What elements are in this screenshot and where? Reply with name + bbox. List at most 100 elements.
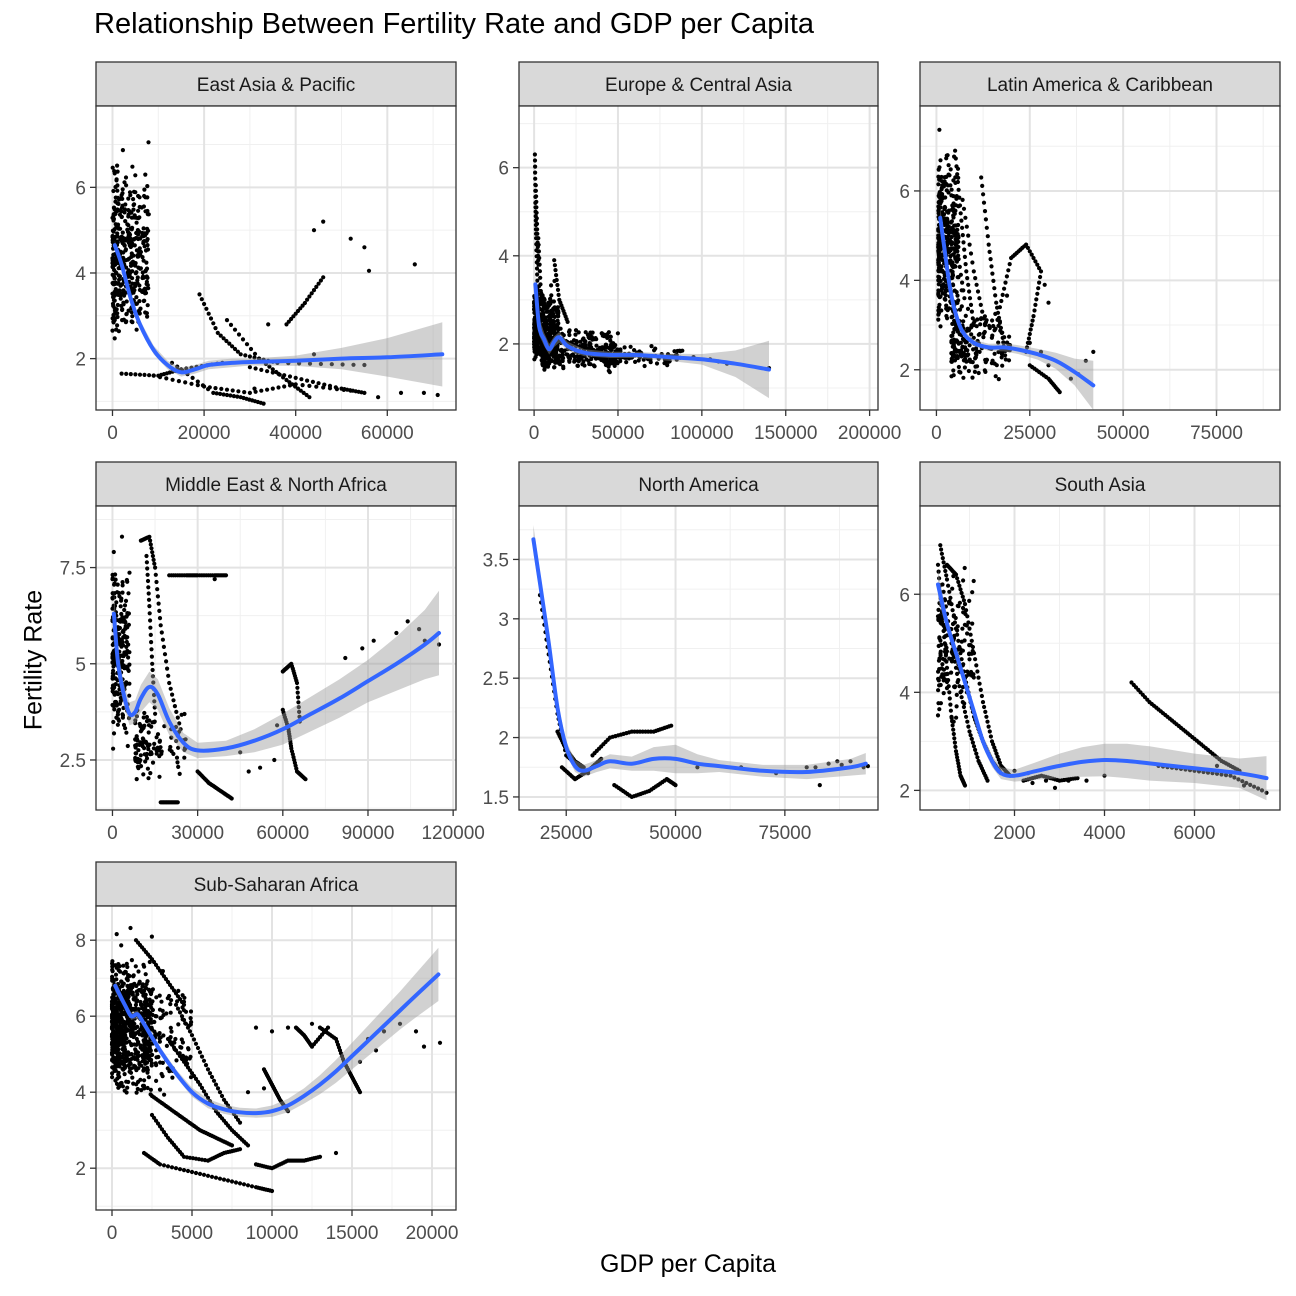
data-point: [975, 755, 980, 760]
data-point: [127, 650, 132, 655]
facet-strip: [518, 61, 879, 107]
data-point: [965, 631, 970, 636]
data-point: [117, 1064, 122, 1069]
data-point: [960, 685, 966, 690]
data-point: [1232, 775, 1237, 780]
data-point: [936, 233, 941, 238]
data-point: [144, 756, 150, 761]
data-point: [1005, 340, 1010, 345]
data-point: [199, 1085, 205, 1090]
data-point: [548, 318, 553, 323]
y-tick-label: 4: [899, 683, 910, 704]
data-point: [215, 1086, 221, 1091]
data-point: [955, 576, 960, 581]
data-point: [435, 392, 440, 398]
data-point: [971, 744, 977, 749]
data-point: [133, 1002, 138, 1008]
data-point: [985, 719, 990, 724]
data-point: [110, 976, 115, 982]
data-point: [140, 982, 145, 987]
data-point: [169, 1029, 174, 1034]
data-point: [123, 969, 128, 974]
data-point: [541, 324, 547, 329]
data-point: [238, 352, 243, 357]
data-point: [309, 291, 314, 296]
data-point: [532, 357, 537, 362]
data-point: [554, 277, 559, 283]
data-point: [303, 777, 308, 782]
data-point: [994, 300, 999, 305]
data-point: [961, 206, 967, 211]
data-point: [957, 369, 962, 374]
data-point: [161, 644, 166, 650]
data-point: [977, 681, 982, 686]
data-point: [955, 339, 960, 344]
data-point: [126, 655, 131, 660]
data-point: [977, 296, 982, 301]
data-point: [112, 207, 117, 212]
data-point: [318, 278, 323, 283]
panel-border: [919, 105, 1281, 411]
data-point: [129, 310, 134, 315]
data-point: [115, 712, 120, 717]
data-point: [162, 652, 168, 657]
data-point: [142, 1078, 147, 1083]
data-point: [132, 202, 137, 207]
data-point: [157, 1039, 162, 1044]
data-point: [1036, 286, 1041, 291]
data-point: [120, 713, 126, 718]
x-tick-label: 150000: [754, 423, 817, 444]
data-point: [126, 240, 131, 245]
data-point: [533, 170, 538, 175]
data-point: [154, 995, 159, 1000]
data-point: [944, 577, 950, 582]
data-point: [951, 368, 956, 373]
data-point: [590, 337, 595, 342]
data-point: [936, 688, 941, 693]
x-tick-label: 60000: [256, 823, 309, 844]
data-point: [168, 686, 173, 691]
data-point: [135, 253, 140, 258]
data-point: [110, 1045, 115, 1050]
data-point: [554, 344, 559, 349]
data-point: [939, 551, 945, 556]
data-point: [949, 602, 954, 607]
data-point: [285, 1025, 291, 1030]
data-point: [961, 319, 966, 324]
data-point: [168, 1002, 173, 1007]
data-point: [117, 1039, 122, 1044]
data-point: [154, 1055, 159, 1060]
y-tick-label: 2: [75, 1159, 86, 1180]
data-point: [535, 227, 540, 232]
data-point: [955, 179, 961, 185]
data-point: [966, 672, 971, 677]
data-point: [162, 724, 167, 729]
data-point: [975, 338, 980, 344]
data-point: [172, 704, 177, 709]
data-point: [175, 715, 180, 720]
data-point: [964, 359, 969, 364]
data-point: [1025, 245, 1030, 250]
data-point: [122, 1060, 127, 1065]
data-point: [126, 591, 131, 596]
data-point: [1032, 308, 1037, 313]
data-point: [555, 318, 560, 323]
data-point: [553, 331, 558, 336]
data-point: [141, 204, 146, 209]
data-point: [322, 382, 327, 387]
data-point: [168, 1010, 173, 1015]
data-point: [695, 765, 700, 770]
data-point: [1026, 336, 1031, 341]
data-point: [127, 693, 132, 698]
data-point: [150, 553, 155, 559]
data-point: [242, 390, 247, 395]
data-point: [175, 1006, 181, 1011]
data-point: [117, 625, 122, 631]
data-point: [314, 384, 319, 389]
data-point: [211, 390, 216, 395]
data-point: [1256, 786, 1261, 791]
data-point: [942, 641, 947, 646]
data-point: [133, 1047, 138, 1052]
data-point: [979, 175, 984, 180]
